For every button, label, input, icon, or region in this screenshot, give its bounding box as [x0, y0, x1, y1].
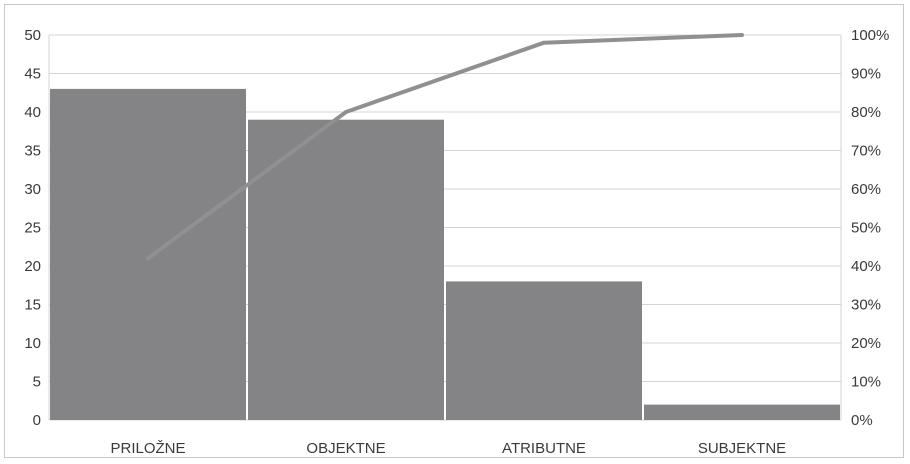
y2-tick-label: 40%	[851, 258, 881, 275]
bar	[248, 119, 444, 420]
x-tick-label: PRILOŽNE	[110, 440, 185, 457]
x-tick-label: ATRIBUTNE	[502, 440, 586, 457]
y2-tick-label: 70%	[851, 143, 881, 160]
y-tick-label: 40	[24, 104, 41, 121]
y2-tick-label: 0%	[851, 412, 873, 429]
chart-frame: 0 0% 5 10% 10 20% 15 30% 20 40% 25 50% 30 60% 35 70% 40 8…	[4, 4, 904, 458]
y2-tick-label: 90%	[851, 66, 881, 83]
y-tick-label: 30	[24, 181, 41, 198]
y-tick-label: 25	[24, 220, 41, 237]
y2-tick-label: 10%	[851, 374, 881, 391]
y-tick-label: 10	[24, 335, 41, 352]
y2-tick-label: 100%	[851, 27, 889, 44]
x-tick-label: OBJEKTNE	[306, 440, 385, 457]
cumulative-line	[146, 33, 744, 261]
y2-tick-label: 30%	[851, 297, 881, 314]
y2-tick-label: 60%	[851, 181, 881, 198]
y-tick-label: 45	[24, 66, 41, 83]
y2-tick-label: 20%	[851, 335, 881, 352]
bar	[644, 404, 840, 420]
y-tick-label: 35	[24, 143, 41, 160]
y2-tick-label: 80%	[851, 104, 881, 121]
x-tick-label: SUBJEKTNE	[698, 440, 786, 457]
y-tick-label: 50	[24, 27, 41, 44]
y-tick-label: 15	[24, 297, 41, 314]
y-tick-label: 20	[24, 258, 41, 275]
bar	[446, 281, 642, 420]
y-tick-label: 5	[33, 374, 41, 391]
pareto-chart: 0 0% 5 10% 10 20% 15 30% 20 40% 25 50% 30 60% 35 70% 40 8…	[24, 27, 889, 457]
y2-tick-label: 50%	[851, 220, 881, 237]
bar	[50, 88, 246, 421]
y-tick-label: 0	[33, 412, 41, 429]
